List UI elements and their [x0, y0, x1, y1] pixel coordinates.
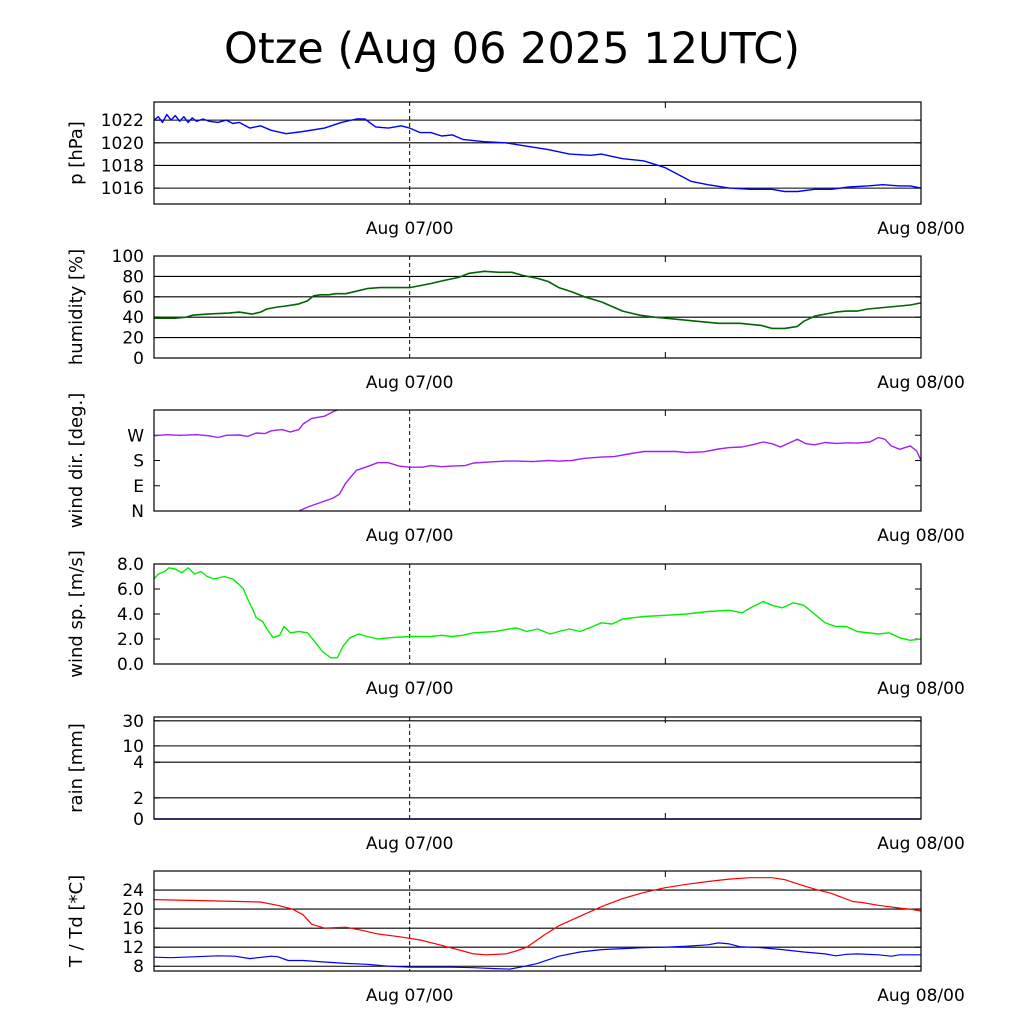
panel-1-frame	[153, 101, 922, 205]
panel-6-ytick-label: 8	[133, 957, 144, 977]
panel-3-ytick-label: S	[133, 452, 144, 472]
panel-4-ytick-label: 0.0	[117, 655, 144, 675]
panel-2-ytick-label: 80	[122, 267, 144, 287]
panel-2-series-line	[154, 270, 922, 330]
panel-4-frame	[153, 563, 922, 665]
panel-4-ytick-label: 2.0	[117, 630, 144, 650]
panel-1-ylabel: p [hPa]	[66, 121, 87, 185]
panel-4-xtick-label: Aug 07/00	[366, 679, 454, 699]
panel-2-xtick-label: Aug 08/00	[877, 373, 965, 393]
panel-6-xtick-label: Aug 07/00	[366, 986, 454, 1006]
panel-2-ytick-label: 60	[122, 288, 144, 308]
panel-5-ytick-label: 0	[133, 810, 144, 830]
panel-6-ytick-label: 20	[122, 900, 144, 920]
panel-3-series-line	[153, 409, 338, 439]
panel-4-xtick-label: Aug 08/00	[877, 679, 965, 699]
panel-2-ytick-label: 0	[133, 349, 144, 369]
panel-6-ytick-label: 12	[122, 938, 144, 958]
panel-3-ytick-label: E	[133, 477, 144, 497]
panel-3-xtick-label: Aug 07/00	[366, 526, 454, 546]
panel-2-xtick-label: Aug 07/00	[366, 373, 454, 393]
panel-1-ytick-label: 1016	[101, 179, 144, 199]
panel-6-ytick-label: 24	[122, 881, 144, 901]
panel-6-ytick-label: 16	[122, 919, 144, 939]
panel-5-frame	[153, 716, 922, 820]
panel-3-frame	[153, 409, 922, 512]
panel-3-ytick-label: W	[127, 426, 144, 446]
panel-6-ylabel: T / Td [*C]	[66, 875, 87, 968]
panel-3-series-line	[298, 436, 922, 512]
panel-4-ytick-label: 8.0	[117, 555, 144, 575]
panel-5-xtick-label: Aug 08/00	[877, 834, 965, 854]
panel-5-ylabel: rain [mm]	[66, 723, 87, 813]
panel-3-xtick-label: Aug 08/00	[877, 526, 965, 546]
panel-2-frame	[153, 255, 922, 359]
panel-4-ylabel: wind sp. [m/s]	[66, 550, 87, 678]
panel-1-xtick-label: Aug 08/00	[877, 219, 965, 239]
panel-4-series-line	[153, 567, 922, 659]
panel-2-ytick-label: 20	[122, 329, 144, 349]
panel-3-ylabel: wind dir. [deg.]	[66, 393, 87, 529]
panel-1-xtick-label: Aug 07/00	[366, 219, 454, 239]
panel-1-ytick-label: 1020	[101, 134, 144, 154]
panel-1-ytick-label: 1022	[101, 111, 144, 131]
panel-6-frame	[153, 870, 922, 972]
panel-6-series-line	[153, 877, 922, 956]
panel-4-ytick-label: 4.0	[117, 605, 144, 625]
panel-2-ytick-label: 100	[112, 247, 144, 267]
panel-2-ylabel: humidity [%]	[66, 249, 87, 365]
panel-1-ytick-label: 1018	[101, 156, 144, 176]
chart-title: Otze (Aug 06 2025 12UTC)	[223, 24, 801, 74]
panel-5-ytick-label: 2	[133, 789, 144, 809]
panel-6-series-line	[153, 942, 921, 970]
panel-4-ytick-label: 6.0	[117, 580, 144, 600]
panel-2-ytick-label: 40	[122, 308, 144, 328]
panel-6-xtick-label: Aug 08/00	[877, 986, 965, 1006]
panel-5-xtick-label: Aug 07/00	[366, 834, 454, 854]
panel-5-ytick-label: 30	[122, 712, 144, 732]
panel-3-ytick-label: N	[131, 502, 144, 522]
panel-5-ytick-label: 10	[122, 737, 144, 757]
panel-5-ytick-label: 4	[133, 753, 144, 773]
panel-1-series-line	[153, 113, 922, 193]
